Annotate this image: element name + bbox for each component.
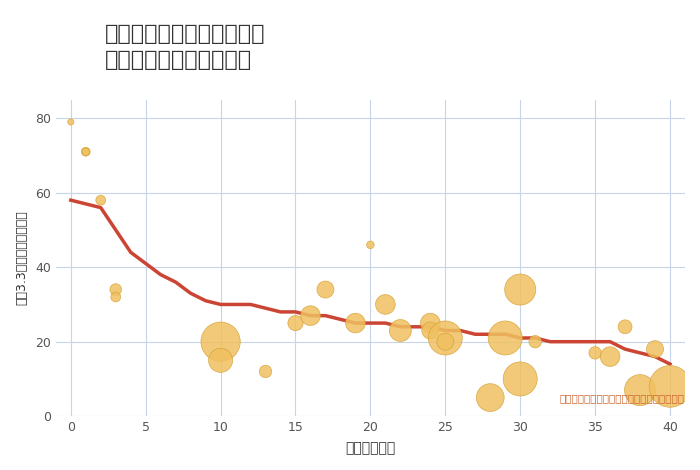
- Point: [440, 334, 451, 342]
- Point: [380, 301, 391, 308]
- Text: 三重県松阪市飯南町横野の
築年数別中古戸建て価格: 三重県松阪市飯南町横野の 築年数別中古戸建て価格: [105, 24, 265, 70]
- Point: [514, 286, 526, 293]
- Point: [514, 375, 526, 383]
- Point: [605, 353, 616, 360]
- Point: [215, 338, 226, 345]
- Point: [110, 293, 121, 301]
- Point: [65, 118, 76, 125]
- Point: [425, 327, 436, 334]
- Point: [664, 383, 676, 390]
- Point: [215, 357, 226, 364]
- Point: [320, 286, 331, 293]
- Point: [290, 319, 301, 327]
- Point: [95, 196, 106, 204]
- Point: [365, 241, 376, 249]
- Point: [440, 338, 451, 345]
- Point: [634, 386, 645, 394]
- Point: [260, 368, 271, 375]
- Point: [425, 319, 436, 327]
- Point: [395, 327, 406, 334]
- Point: [110, 286, 121, 293]
- Y-axis label: 坪（3.3㎡）単価（万円）: 坪（3.3㎡）単価（万円）: [15, 211, 28, 306]
- Point: [305, 312, 316, 320]
- Point: [80, 148, 92, 156]
- Point: [530, 338, 541, 345]
- Point: [500, 334, 511, 342]
- Point: [350, 319, 361, 327]
- Point: [620, 323, 631, 330]
- Point: [589, 349, 601, 357]
- Point: [80, 148, 92, 156]
- Text: 円の大きさは、取引のあった物件面積を示す: 円の大きさは、取引のあった物件面積を示す: [560, 393, 685, 404]
- X-axis label: 築年数（年）: 築年数（年）: [345, 441, 396, 455]
- Point: [650, 345, 661, 353]
- Point: [484, 394, 496, 401]
